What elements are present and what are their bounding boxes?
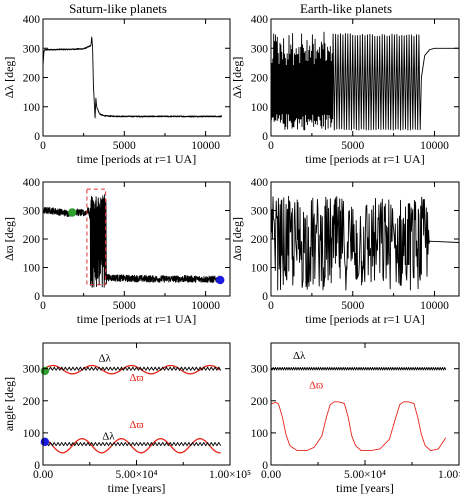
y-tick-label: 100 — [23, 102, 41, 114]
plot-area — [43, 364, 222, 454]
panel-saturn-angles: Δλ Δϖ Δϖ Δλ 0.00 5.00×10⁴ 1.00×10⁵ 0 100 200 300 ti… — [2, 342, 251, 494]
x-tick-label: 1.00×10⁵ — [209, 469, 251, 481]
panel-saturn-dlambda: 0 5000 10000 0 100 200 300 400 time [periods at … — [2, 14, 231, 166]
annotation-2: Δϖ — [129, 419, 143, 431]
panel-earth-dvarpi: 0 5000 10000 0 100 200 300 400 time [periods at … — [230, 177, 460, 326]
annotation-0: Δλ — [98, 353, 111, 365]
x-axis-label: time [years] — [108, 481, 166, 494]
x-tick-label: 0 — [268, 140, 274, 152]
y-tick-label: 300 — [251, 364, 269, 376]
x-tick-label: 0.00 — [261, 469, 281, 481]
x-tick-label: 10000 — [420, 140, 449, 152]
x-tick-label: 5000 — [113, 300, 136, 312]
marker-1 — [216, 275, 225, 285]
series-line-0 — [271, 366, 447, 371]
x-axis-label: time [periods at r=1 UA] — [305, 312, 424, 326]
x-tick-label: 5000 — [341, 300, 364, 312]
y-tick-label: 0 — [262, 291, 268, 303]
plot-area — [271, 366, 447, 452]
series-line-1 — [271, 401, 447, 452]
y-tick-label: 400 — [251, 14, 269, 26]
y-tick-label: 200 — [251, 396, 269, 408]
x-tick-label: 5.00×10⁴ — [344, 469, 386, 481]
annotation-1: Δϖ — [129, 372, 143, 384]
y-tick-label: 100 — [251, 428, 269, 440]
annotation-3: Δλ — [102, 430, 115, 442]
y-tick-label: 400 — [23, 177, 41, 189]
y-tick-label: 300 — [23, 43, 41, 55]
axes-frame — [42, 18, 231, 137]
column-title-saturn: Saturn-like planets — [69, 1, 167, 16]
y-tick-label: 200 — [23, 234, 41, 246]
y-axis-label: Δλ [deg] — [2, 57, 16, 99]
y-tick-label: 200 — [251, 73, 269, 85]
plot-area — [271, 31, 459, 131]
column-title-earth: Earth-like planets — [300, 1, 392, 16]
y-tick-label: 100 — [23, 428, 41, 440]
y-tick-label: 400 — [23, 14, 41, 26]
series-line-0 — [43, 364, 222, 375]
x-tick-label: 0 — [40, 300, 46, 312]
y-tick-label: 200 — [23, 73, 41, 85]
series-line-3 — [43, 442, 222, 447]
y-tick-label: 0 — [262, 460, 268, 472]
y-tick-label: 100 — [251, 102, 269, 114]
plot-area — [43, 194, 223, 288]
y-tick-label: 300 — [251, 43, 269, 55]
annotation-1: Δϖ — [309, 380, 323, 392]
y-axis-label: Δϖ [deg] — [2, 217, 16, 261]
x-tick-label: 10000 — [191, 140, 220, 152]
y-axis-label: angle [deg] — [2, 377, 16, 431]
x-tick-label: 1.00×10⁵ — [438, 469, 460, 481]
y-axis-label: Δϖ [deg] — [230, 217, 244, 261]
marker-0 — [68, 208, 77, 217]
x-tick-label: 10000 — [420, 300, 449, 312]
y-tick-label: 200 — [23, 396, 41, 408]
y-tick-label: 400 — [251, 177, 269, 189]
x-axis-label: time [periods at r=1 UA] — [305, 152, 424, 166]
y-tick-label: 100 — [23, 263, 41, 275]
series-line-0 — [271, 31, 459, 131]
panel-earth-dlambda: 0 5000 10000 0 100 200 300 400 time [periods at … — [230, 14, 460, 166]
x-tick-label: 0 — [40, 140, 46, 152]
marker-0 — [40, 366, 50, 376]
series-line-0 — [271, 195, 459, 291]
y-tick-label: 300 — [23, 364, 41, 376]
panel-saturn-dvarpi: 0 5000 10000 0 100 200 300 400 time [periods at … — [2, 177, 231, 326]
highlight-box — [86, 188, 107, 286]
y-tick-label: 200 — [251, 234, 269, 246]
y-tick-label: 100 — [251, 263, 269, 275]
series-line-1 — [43, 366, 222, 371]
x-axis-label: time [years] — [336, 481, 394, 494]
y-tick-label: 0 — [34, 460, 40, 472]
y-tick-label: 0 — [262, 131, 268, 143]
plot-area — [43, 36, 223, 119]
x-axis-label: time [periods at r=1 UA] — [77, 312, 196, 326]
x-tick-label: 5000 — [341, 140, 364, 152]
x-tick-label: 0 — [268, 300, 274, 312]
panel-earth-angles: Δλ Δϖ 0.00 5.00×10⁴ 1.00×10⁵ 0 100 200 300 time [… — [251, 342, 460, 494]
y-tick-label: 0 — [34, 131, 40, 143]
series-line-0 — [43, 194, 223, 288]
x-tick-label: 10000 — [191, 300, 220, 312]
y-tick-label: 300 — [251, 206, 269, 218]
x-axis-label: time [periods at r=1 UA] — [77, 152, 196, 166]
x-tick-label: 5.00×10⁴ — [115, 469, 157, 481]
annotation-0: Δλ — [293, 350, 306, 362]
y-tick-label: 0 — [34, 291, 40, 303]
y-axis-label: Δλ [deg] — [230, 57, 244, 99]
plot-area — [271, 195, 459, 291]
y-tick-label: 300 — [23, 206, 41, 218]
x-tick-label: 5000 — [113, 140, 136, 152]
marker-1 — [40, 437, 50, 447]
series-line-0 — [43, 36, 223, 119]
x-tick-label: 0.00 — [33, 469, 53, 481]
